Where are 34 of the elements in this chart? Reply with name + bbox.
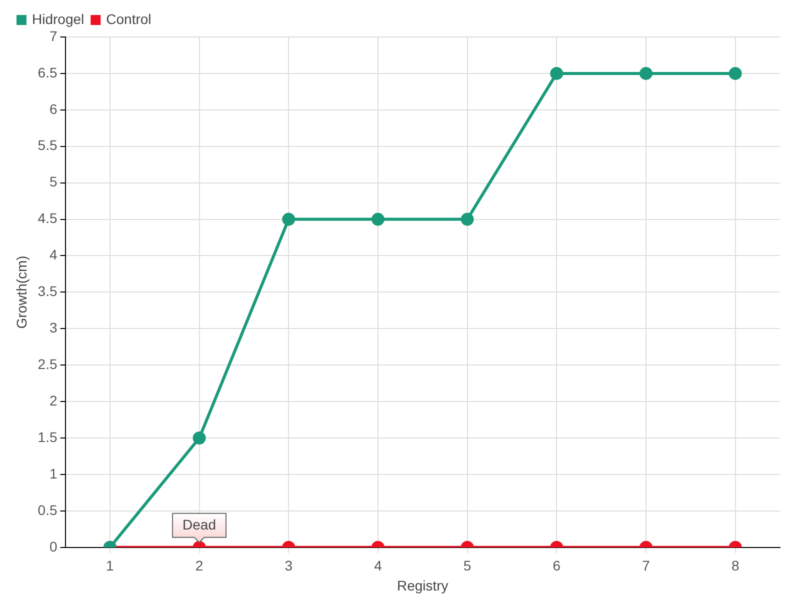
y-tick-label: 2.5 — [38, 356, 58, 372]
y-tick-label: 5 — [49, 174, 58, 190]
x-tick-label: 6 — [552, 558, 561, 574]
y-tick-label: 0 — [49, 538, 58, 554]
y-tick-label: 3 — [49, 320, 58, 336]
y-tick-label: 2 — [49, 392, 58, 408]
y-tick-label: 6 — [49, 100, 58, 117]
legend-label: Hidrogel — [32, 10, 84, 27]
point — [460, 212, 474, 226]
x-tick-label: 2 — [195, 558, 204, 574]
annotation: Dead — [182, 516, 216, 532]
y-tick-label: 0.5 — [38, 502, 58, 518]
x-tick-label: 4 — [374, 558, 382, 574]
x-tick-label: 7 — [642, 558, 650, 574]
x-tick-label: 1 — [106, 558, 114, 574]
point — [282, 212, 296, 226]
y-tick-label: 4 — [49, 246, 58, 263]
y-tick-label: 7 — [49, 28, 58, 44]
y-tick-label: 4.5 — [38, 210, 58, 226]
point — [639, 66, 652, 80]
y-tick-label: 1.5 — [38, 428, 58, 445]
y-tick-label: 3.5 — [38, 283, 58, 300]
x-tick-label: 5 — [463, 558, 472, 574]
y-axis-title: Growth(cm) — [13, 256, 30, 329]
point — [550, 66, 564, 80]
x-axis-title: Registry — [396, 577, 448, 594]
y-tick-label: 6.5 — [38, 64, 58, 80]
x-tick-label: 3 — [284, 558, 293, 574]
y-tick-label: 1 — [49, 465, 58, 482]
y-tick-label: 5.5 — [38, 137, 58, 154]
x-tick-label: 8 — [731, 558, 740, 574]
point — [371, 212, 384, 226]
legend-label: Control — [106, 10, 152, 27]
point — [728, 66, 742, 80]
